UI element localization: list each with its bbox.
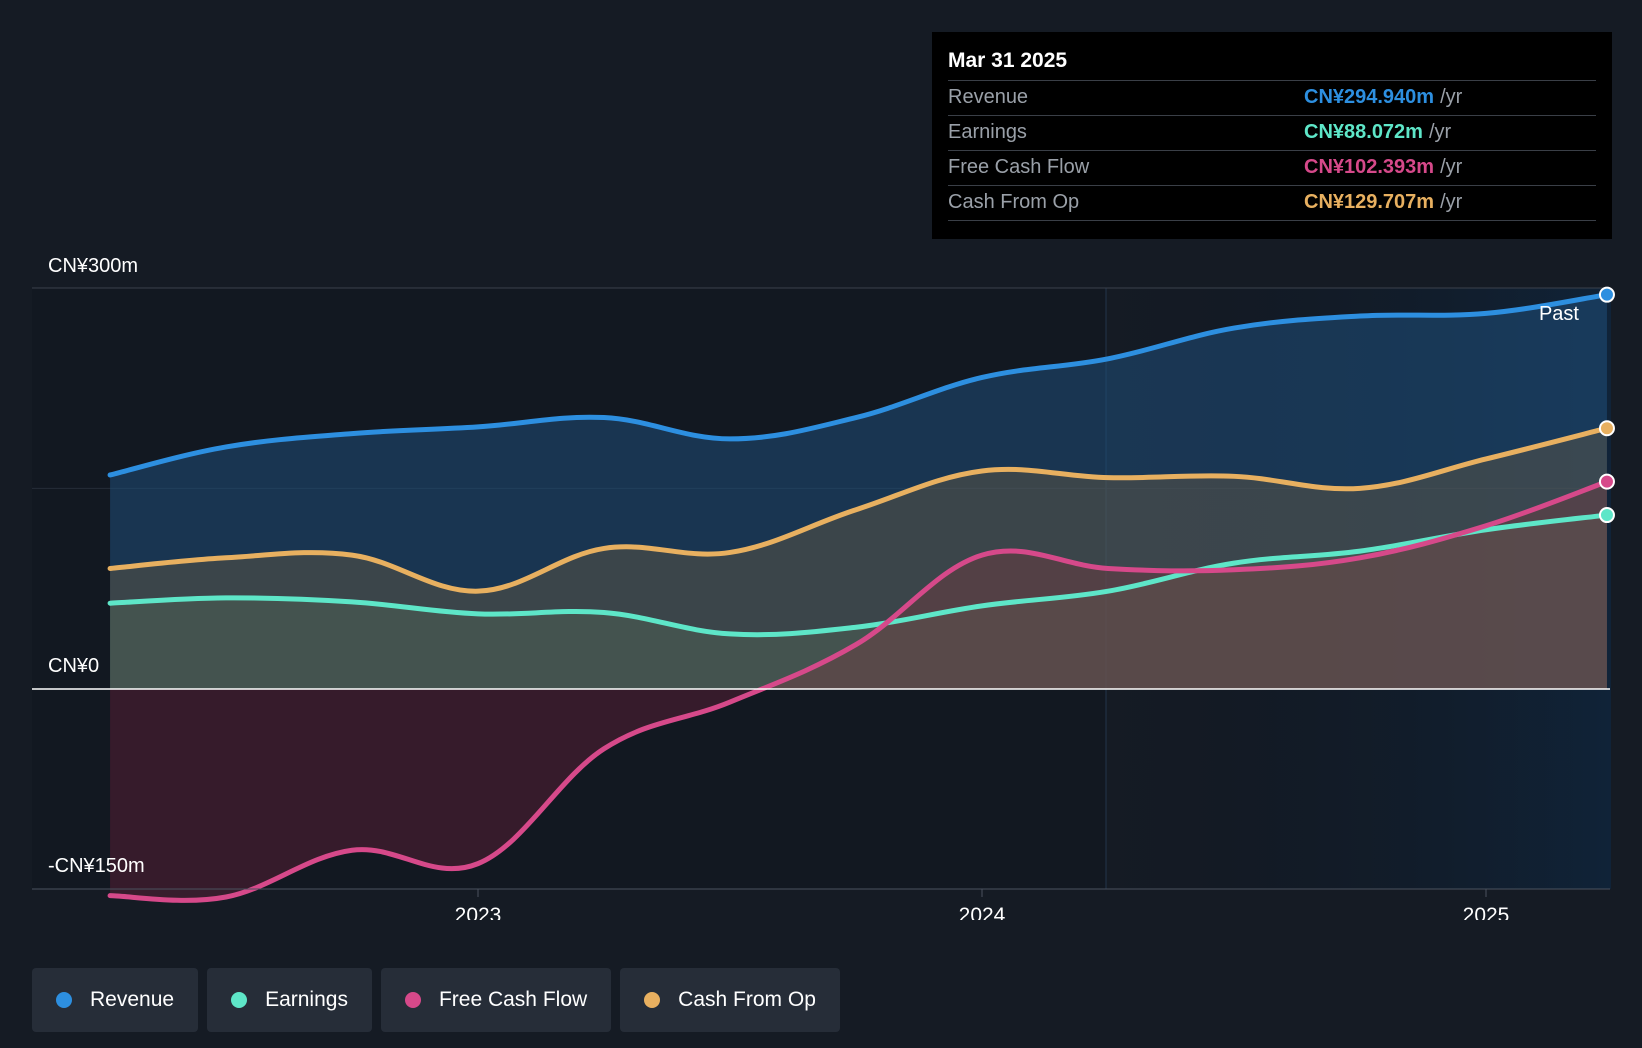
x-tick-label: 2024 <box>959 904 1006 920</box>
tooltip-unit: /yr <box>1440 86 1463 108</box>
area-earnings <box>110 515 1607 689</box>
legend-item-earnings[interactable]: Earnings <box>207 968 372 1032</box>
tooltip-value: CN¥102.393m <box>1304 156 1435 178</box>
line-earnings <box>107 512 1610 638</box>
tooltip-label: Revenue <box>948 86 1029 108</box>
tooltip-unit: /yr <box>1440 191 1463 213</box>
legend-item-free-cash-flow[interactable]: Free Cash Flow <box>380 968 612 1032</box>
legend-label: Cash From Op <box>678 988 816 1011</box>
legend-item-revenue[interactable]: Revenue <box>32 968 199 1032</box>
legend-dot-icon <box>404 992 421 1008</box>
tooltip-label: Free Cash Flow <box>948 156 1090 178</box>
tooltip-panel: Mar 31 2025 Revenue CN¥294.940m /yr Earn… <box>932 32 1612 239</box>
tooltip-label: Earnings <box>948 121 1027 143</box>
area-free-cash-flow <box>110 481 1607 901</box>
tooltip-label: Cash From Op <box>948 191 1080 213</box>
tooltip-value: CN¥88.072m <box>1304 121 1423 143</box>
tooltip-value: CN¥129.707m <box>1304 191 1435 213</box>
endpoint-free-cash-flow <box>1598 473 1615 490</box>
tooltip-unit: /yr <box>1428 121 1452 143</box>
tooltip-row-cash-from-op: Cash From Op CN¥129.707m /yr <box>948 185 1596 221</box>
tooltip-value: CN¥294.940m <box>1304 86 1435 108</box>
tooltip-unit: /yr <box>1440 156 1463 178</box>
x-tick-label: 2023 <box>455 904 502 920</box>
legend-label: Earnings <box>265 988 348 1011</box>
endpoint-cash-from-op <box>1598 420 1615 437</box>
past-label: Past <box>1539 303 1579 325</box>
area-cash-from-op <box>110 428 1607 689</box>
tooltip-row-free-cash-flow: Free Cash Flow CN¥102.393m /yr <box>948 150 1596 185</box>
y-tick-label-neg150m: -CN¥150m <box>48 855 145 877</box>
legend-label: Free Cash Flow <box>438 988 588 1011</box>
endpoint-earnings <box>1598 507 1615 524</box>
line-cash-from-op <box>107 425 1610 594</box>
legend-item-cash-from-op[interactable]: Cash From Op <box>620 968 840 1032</box>
line-free-cash-flow <box>107 479 1610 903</box>
tooltip-date: Mar 31 2025 <box>948 49 1068 72</box>
chart-plot: CN¥300m CN¥0 -CN¥150m 2023 2024 2025 Past <box>32 255 1615 920</box>
line-revenue <box>107 292 1610 478</box>
legend-dot-icon <box>56 992 72 1008</box>
y-tick-label-0: CN¥0 <box>48 655 99 677</box>
legend-dot-icon <box>644 992 661 1008</box>
y-tick-label-300m: CN¥300m <box>48 255 138 277</box>
legend-label: Revenue <box>90 988 175 1011</box>
endpoint-revenue <box>1598 286 1615 303</box>
legend-dot-icon <box>231 992 248 1008</box>
tooltip-row-revenue: Revenue CN¥294.940m /yr <box>948 80 1596 115</box>
chart-legend: Revenue Earnings Free Cash Flow Cash Fro… <box>32 968 840 1032</box>
tooltip-row-earnings: Earnings CN¥88.072m /yr <box>948 115 1596 150</box>
x-tick-label: 2025 <box>1463 904 1510 920</box>
